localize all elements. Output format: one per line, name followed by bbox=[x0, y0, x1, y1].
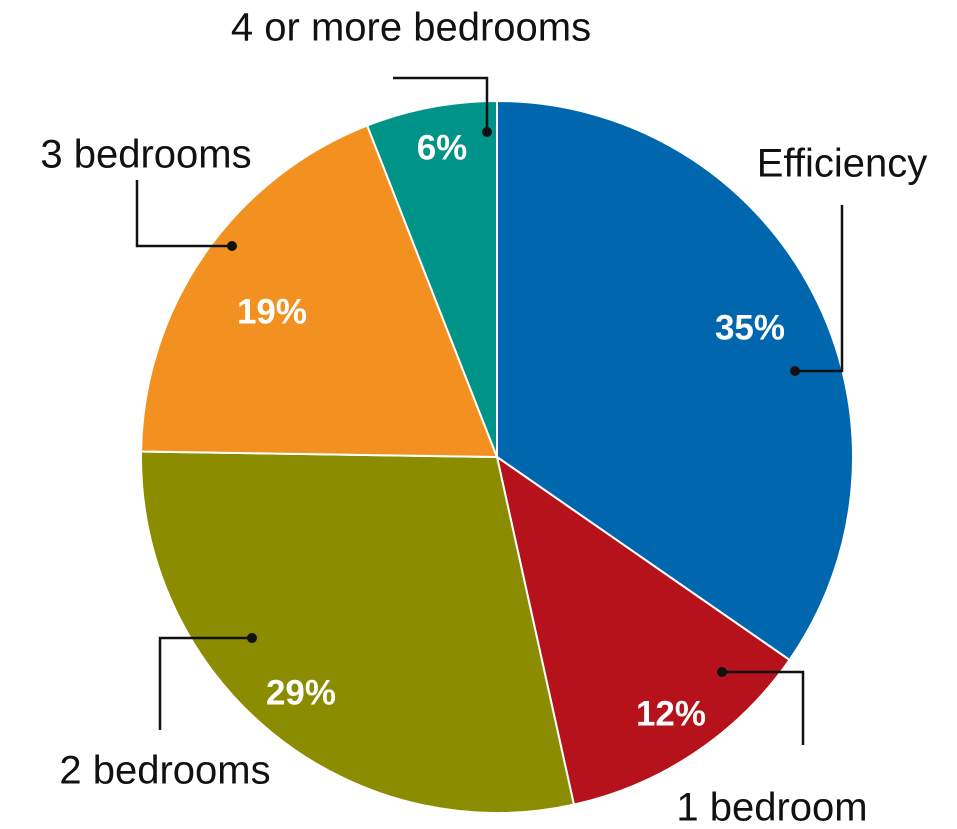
category-label-3-bedrooms: 3 bedrooms bbox=[40, 133, 251, 177]
category-label-4-or-more-bedrooms: 4 or more bedrooms bbox=[231, 6, 591, 50]
percentage-labels: 35% 12% 29% 19% 6% bbox=[237, 128, 785, 733]
pie-slices bbox=[140, 99, 854, 814]
pct-label-2-bedrooms: 29% bbox=[266, 673, 336, 712]
category-label-2-bedrooms: 2 bedrooms bbox=[59, 749, 270, 793]
leader-line-efficiency bbox=[795, 205, 844, 373]
leader-line-1-bedroom bbox=[722, 670, 805, 745]
leader-lines bbox=[135, 76, 844, 745]
leader-line-3-bedrooms bbox=[135, 180, 232, 248]
leader-dot-1-bedroom bbox=[717, 667, 727, 677]
slice-efficiency bbox=[496, 99, 854, 662]
slice-4-or-more-bedrooms bbox=[365, 99, 498, 458]
category-labels: Efficiency 1 bedroom 2 bedrooms 3 bedrooms 4… bbox=[40, 6, 927, 829]
slice-2-bedrooms bbox=[140, 450, 576, 814]
leader-dot-3-bedrooms bbox=[227, 241, 237, 251]
leader-line-2-bedrooms bbox=[158, 636, 252, 730]
leader-dot-4-or-more-bedrooms bbox=[482, 127, 492, 137]
pct-label-efficiency: 35% bbox=[715, 308, 785, 347]
leader-line-4-or-more-bedrooms bbox=[393, 76, 489, 132]
pct-label-3-bedrooms: 19% bbox=[237, 292, 307, 331]
slice-1-bedroom bbox=[495, 454, 791, 806]
leader-dot-2-bedrooms bbox=[247, 633, 257, 643]
category-label-efficiency: Efficiency bbox=[757, 142, 927, 186]
pct-label-4-or-more-bedrooms: 6% bbox=[417, 128, 468, 167]
leader-dot-efficiency bbox=[790, 366, 800, 376]
slice-3-bedrooms bbox=[140, 124, 499, 459]
pct-label-1-bedroom: 12% bbox=[636, 694, 706, 733]
category-label-1-bedroom: 1 bedroom bbox=[676, 786, 867, 829]
